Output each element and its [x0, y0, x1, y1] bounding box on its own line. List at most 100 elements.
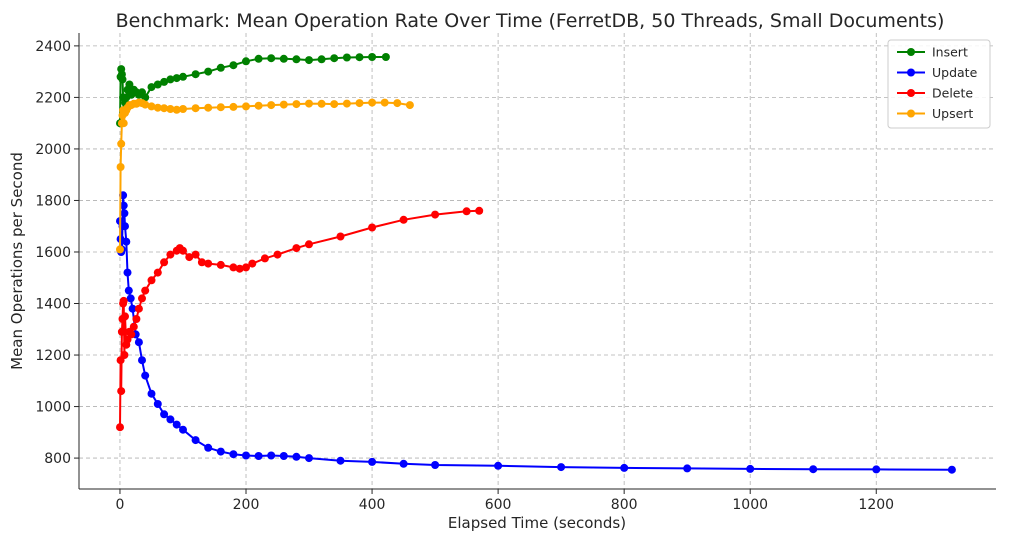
data-point-upsert: [153, 103, 162, 112]
data-point-delete: [204, 259, 213, 268]
data-point-insert: [368, 53, 377, 61]
series-line-update: [119, 194, 952, 471]
data-point-delete: [197, 258, 206, 267]
legend-marker-insert: [907, 48, 915, 56]
data-point-upsert: [179, 105, 187, 113]
data-point-upsert: [267, 101, 276, 110]
data-point-delete: [134, 304, 143, 313]
data-point-upsert: [317, 99, 326, 108]
data-point-delete: [368, 223, 377, 232]
data-point-delete: [160, 258, 169, 267]
data-point-insert: [229, 61, 238, 70]
data-point-insert: [118, 75, 127, 84]
chart-title: Benchmark: Mean Operation Rate Over Time…: [116, 10, 945, 32]
data-point-upsert: [147, 102, 156, 111]
data-point-upsert: [355, 99, 364, 108]
data-point-update: [368, 457, 377, 466]
legend-marker-upsert: [907, 109, 915, 118]
x-axis-label: Elapsed Time (seconds): [448, 514, 626, 532]
x-tick-label: 0: [116, 497, 125, 513]
legend: Insert Update Delete Upsert: [887, 39, 991, 129]
legend-label-insert: Insert: [932, 45, 968, 60]
legend-label-delete: Delete: [932, 86, 973, 101]
data-point-insert: [279, 54, 288, 63]
data-point-delete: [235, 264, 244, 273]
data-point-update: [242, 451, 250, 460]
y-tick-label: 1800: [35, 193, 71, 209]
data-point-delete: [399, 215, 408, 224]
data-point-upsert: [279, 100, 288, 109]
data-point-update: [336, 456, 345, 465]
data-point-insert: [305, 56, 313, 65]
data-point-insert: [166, 75, 175, 84]
data-point-insert: [147, 83, 156, 92]
data-point-upsert: [305, 99, 313, 108]
data-point-upsert: [116, 245, 124, 254]
data-point-upsert: [393, 99, 402, 108]
legend-item-upsert: Upsert: [897, 106, 973, 121]
data-point-insert: [125, 80, 134, 89]
data-point-upsert: [172, 105, 181, 114]
data-point-upsert: [380, 98, 389, 107]
data-point-delete: [305, 240, 313, 249]
data-point-update: [947, 465, 956, 474]
data-point-delete: [132, 315, 141, 323]
data-point-delete: [179, 246, 187, 255]
y-axis-label: Mean Operations per Second: [8, 152, 26, 370]
data-point-update: [191, 436, 200, 445]
data-point-upsert: [166, 105, 175, 113]
data-point-update: [172, 420, 181, 429]
data-point-update: [557, 463, 566, 472]
data-point-delete: [153, 268, 162, 277]
data-point-delete: [292, 244, 301, 253]
data-point-upsert: [330, 100, 339, 109]
data-point-delete: [273, 250, 282, 259]
data-point-update: [279, 452, 288, 460]
data-point-insert: [153, 80, 162, 89]
data-point-delete: [127, 330, 136, 339]
data-point-update: [138, 356, 146, 365]
x-tick-label: 1200: [858, 497, 894, 513]
data-point-delete: [147, 276, 156, 285]
data-point-delete: [166, 250, 175, 259]
data-point-update: [124, 286, 133, 295]
data-point-insert: [254, 54, 263, 63]
data-point-update: [123, 268, 132, 277]
x-tick-label: 200: [233, 497, 260, 513]
data-point-delete: [120, 351, 129, 359]
data-point-insert: [342, 53, 351, 62]
data-point-insert: [204, 67, 213, 76]
data-point-update: [126, 294, 135, 303]
data-point-insert: [292, 55, 301, 64]
data-point-upsert: [368, 98, 377, 107]
plot-area: [79, 33, 996, 489]
series-layer: [116, 53, 956, 474]
data-point-update: [254, 452, 263, 460]
data-point-upsert: [160, 104, 169, 113]
x-tick-label: 400: [359, 497, 386, 513]
legend-item-delete: Delete: [897, 86, 973, 101]
data-point-delete: [129, 322, 138, 331]
data-point-update: [872, 465, 881, 474]
data-point-update: [179, 425, 187, 434]
x-tick-label: 800: [611, 497, 638, 513]
x-tick-label: 600: [485, 497, 512, 513]
data-point-update: [119, 201, 128, 210]
data-point-insert: [381, 53, 390, 61]
data-point-update: [153, 400, 162, 408]
data-point-delete: [119, 296, 128, 305]
data-point-delete: [117, 387, 126, 396]
series-line-insert: [119, 56, 386, 124]
data-point-upsert: [119, 119, 128, 128]
data-point-update: [683, 464, 692, 473]
data-point-update: [809, 465, 818, 474]
data-point-upsert: [204, 103, 213, 112]
data-point-update: [128, 304, 137, 313]
data-point-update: [229, 450, 238, 459]
data-point-delete: [242, 263, 250, 272]
x-axis-ticks: 0 200 400 600 800 1000 1200: [116, 489, 894, 513]
legend-label-update: Update: [932, 65, 978, 80]
data-point-insert: [160, 77, 169, 86]
data-point-update: [120, 209, 129, 218]
data-point-update: [122, 237, 131, 246]
